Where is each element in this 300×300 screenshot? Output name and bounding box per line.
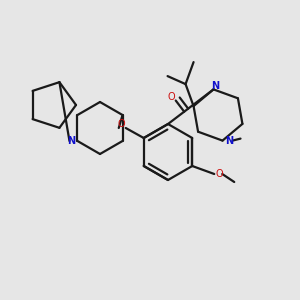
Text: O: O: [168, 92, 176, 102]
Text: N: N: [212, 81, 220, 92]
Text: O: O: [118, 119, 126, 129]
Text: N: N: [68, 136, 76, 146]
Text: O: O: [215, 169, 223, 179]
Text: N: N: [226, 136, 234, 146]
